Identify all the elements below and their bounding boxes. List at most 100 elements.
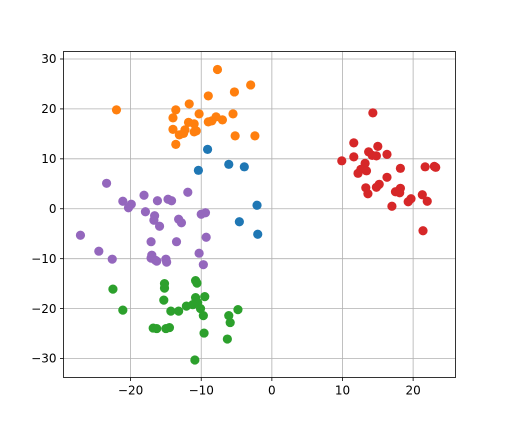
x-tick-label: −10: [189, 384, 214, 398]
scatter-point-series-4: [166, 196, 177, 206]
scatter-point-series-1: [246, 80, 256, 90]
scatter-point-series-2: [118, 305, 128, 315]
scatter-point-series-4: [149, 215, 159, 225]
scatter-point-series-2: [108, 284, 118, 294]
scatter-point-series-2: [152, 323, 162, 334]
scatter-point-series-4: [75, 230, 86, 240]
scatter-point-series-3: [371, 151, 381, 161]
scatter-point-series-3: [431, 162, 441, 172]
scatter-point-series-1: [178, 128, 189, 138]
scatter-point-series-2: [174, 306, 184, 316]
y-tick-label: 20: [41, 102, 56, 116]
scatter-point-series-3: [373, 141, 383, 151]
plot-area-frame: [63, 51, 456, 378]
scatter-point-series-0: [234, 217, 244, 227]
scatter-point-series-4: [162, 257, 172, 267]
scatter-point-series-4: [201, 232, 211, 242]
scatter-point-series-4: [152, 196, 163, 206]
data-points: [75, 64, 441, 365]
scatter-point-series-3: [371, 182, 381, 192]
scatter-point-series-2: [166, 306, 176, 316]
y-tick-label: −30: [31, 352, 56, 366]
scatter-point-series-1: [171, 105, 181, 115]
axis-ticks: −20 −10 0 10 20 −30 −20 −10 0 10 20 30: [31, 52, 421, 397]
scatter-point-series-1: [111, 105, 122, 115]
scatter-point-series-3: [417, 190, 427, 200]
scatter-point-series-4: [154, 221, 165, 231]
scatter-point-series-1: [229, 87, 240, 97]
scatter-point-series-1: [194, 109, 204, 119]
scatter-point-series-4: [146, 237, 156, 247]
scatter-point-series-1: [212, 64, 223, 75]
x-tick-label: 0: [268, 384, 276, 398]
scatter-point-series-1: [217, 115, 228, 125]
scatter-point-series-4: [200, 208, 211, 218]
scatter-point-series-0: [253, 229, 263, 239]
scatter-point-series-3: [395, 188, 405, 198]
scatter-point-series-4: [198, 260, 208, 270]
scatter-point-series-4: [139, 190, 149, 200]
scatter-point-series-2: [224, 310, 234, 321]
x-tick-label: −20: [118, 384, 143, 398]
scatter-point-series-0: [202, 144, 213, 154]
scatter-point-series-1: [168, 113, 178, 123]
scatter-point-series-4: [107, 254, 117, 264]
scatter-point-series-1: [191, 126, 201, 136]
scatter-point-series-2: [164, 322, 175, 333]
scatter-point-series-3: [368, 108, 378, 118]
y-tick-label: 30: [41, 52, 56, 66]
scatter-point-series-1: [203, 117, 213, 127]
scatter-point-series-3: [403, 197, 413, 207]
scatter-point-series-1: [230, 131, 240, 141]
y-tick-label: −20: [31, 302, 56, 316]
y-tick-label: 0: [49, 202, 57, 216]
scatter-point-series-3: [349, 152, 359, 162]
scatter-point-series-4: [194, 248, 204, 258]
scatter-point-series-4: [183, 187, 193, 197]
scatter-point-series-2: [190, 276, 201, 286]
scatter-point-series-3: [387, 201, 397, 211]
scatter-point-series-0: [224, 159, 234, 169]
scatter-point-series-2: [190, 355, 200, 365]
scatter-point-series-0: [252, 200, 262, 210]
scatter-point-series-1: [168, 124, 178, 134]
grid: [63, 51, 456, 378]
scatter-point-series-3: [382, 149, 392, 159]
scatter-point-series-2: [195, 304, 206, 314]
scatter-point-series-3: [420, 162, 430, 172]
x-tick-label: 10: [335, 384, 350, 398]
x-tick-label: 20: [405, 384, 420, 398]
scatter-point-series-3: [337, 156, 347, 166]
scatter-point-series-1: [189, 119, 199, 129]
scatter-point-series-3: [418, 226, 428, 236]
scatter-point-series-2: [225, 317, 235, 328]
scatter-point-series-3: [361, 166, 372, 176]
scatter-point-series-4: [152, 256, 162, 266]
scatter-point-series-2: [159, 295, 169, 305]
scatter-point-series-1: [203, 91, 213, 101]
scatter-point-series-3: [353, 168, 363, 178]
scatter-point-series-4: [123, 203, 134, 213]
scatter-point-series-2: [222, 334, 232, 344]
scatter-point-series-1: [184, 99, 194, 109]
y-tick-label: −10: [31, 252, 56, 266]
scatter-point-series-4: [140, 207, 151, 217]
scatter-point-series-4: [176, 218, 187, 228]
scatter-point-series-4: [118, 196, 128, 206]
y-tick-label: 10: [41, 152, 56, 166]
scatter-point-series-2: [181, 301, 191, 311]
scatter-point-series-0: [193, 165, 204, 175]
scatter-point-series-4: [171, 237, 182, 247]
scatter-point-series-0: [239, 162, 249, 172]
scatter-point-series-3: [363, 189, 373, 199]
scatter-point-series-4: [101, 178, 112, 188]
scatter-point-series-3: [422, 196, 432, 206]
scatter-point-series-2: [233, 305, 243, 315]
scatter-point-series-1: [250, 131, 260, 141]
scatter-point-series-4: [94, 246, 104, 256]
scatter-point-series-2: [198, 310, 208, 321]
scatter-point-series-3: [349, 138, 359, 148]
scatter-point-series-2: [200, 292, 210, 302]
scatter-point-series-1: [171, 139, 181, 149]
